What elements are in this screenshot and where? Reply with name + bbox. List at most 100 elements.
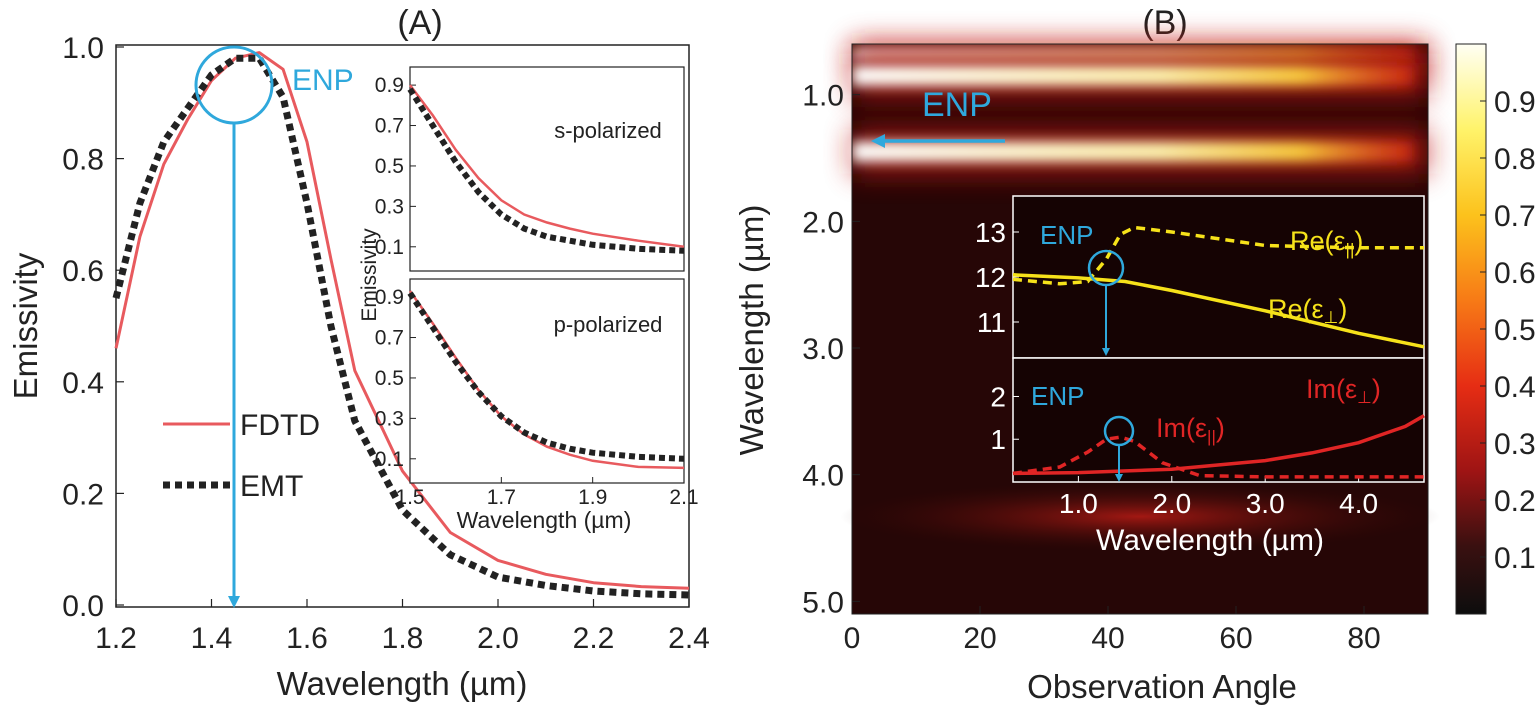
inset-ytick-label: 0.1 (375, 236, 404, 259)
a-xtick-label: 1.6 (286, 622, 328, 655)
eps-im-ytick-label: 2 (990, 381, 1006, 412)
eps-inset-frame-bottom (1012, 357, 1425, 483)
inset-ytick-label: 0.7 (375, 115, 404, 138)
eps-real-plot: 13 12 11 (975, 217, 1425, 349)
heatmap-band (852, 65, 1412, 86)
a-xtick-label: 2.4 (668, 622, 710, 655)
b-ytick-label: 3.0 (802, 333, 844, 366)
panel-a-series (112, 51, 690, 599)
b-xtick-label: 60 (1219, 622, 1252, 655)
legend-emt-label: EMT (240, 470, 303, 503)
panel-a-ticks: 1.2 1.4 1.6 1.8 2.0 2.2 2.4 0.0 0.2 0.4 0.6 0.8 1.0 (62, 32, 710, 655)
panel-b-xlabel: Observation Angle (1027, 668, 1297, 705)
inset-ytick-label: 0.5 (375, 155, 404, 178)
eps-xtick-label: 4.0 (1339, 488, 1378, 519)
inset-p-title: p-polarized (554, 312, 663, 337)
inset-s-plot: 0.9 0.7 0.5 0.3 0.1 (375, 74, 685, 259)
eps-im-ytick-label: 1 (990, 424, 1006, 455)
inset-emt-line (407, 87, 685, 254)
eps-re-ytick-label: 11 (977, 307, 1006, 338)
a-xtick-label: 2.0 (477, 622, 519, 655)
emt-series-line (112, 54, 690, 599)
a-ytick-label: 1.0 (62, 32, 104, 65)
a-xtick-label: 1.8 (382, 622, 424, 655)
re-parallel-line (1012, 225, 1424, 286)
re-perp-line (1012, 273, 1425, 349)
colorbar-tick-label: 0.3 (1494, 428, 1535, 461)
colorbar-tick-label: 0.8 (1494, 143, 1535, 176)
b-xtick-label: 20 (963, 622, 996, 655)
a-xtick-label: 2.2 (573, 622, 615, 655)
heatmap-bands (840, 42, 1440, 552)
im-perp-label: Im(ε⊥) (1306, 374, 1381, 407)
inset-ytick-label: 0.3 (375, 407, 404, 430)
fdtd-series-line (114, 51, 690, 590)
im-parallel-line (1012, 435, 1424, 479)
inset-p-frame (409, 278, 685, 484)
enp-label-b: ENP (922, 86, 992, 124)
b-ytick-label: 4.0 (802, 460, 844, 493)
colorbar-tick-label: 0.2 (1494, 485, 1535, 518)
re-perp-label: Re(ε⊥) (1268, 294, 1347, 327)
panel-a-label: (A) (397, 4, 442, 42)
panel-a-plot: 1.2 1.4 1.6 1.8 2.0 2.2 2.40.00.20.40.60.81.0 … (7, 32, 710, 702)
b-xtick-label: 40 (1091, 622, 1124, 655)
b-ytick-label: 5.0 (802, 586, 844, 619)
inset-ytick-label: 0.9 (375, 286, 404, 309)
b-ytick-label: 1.0 (802, 80, 844, 113)
colorbar-tick-label: 0.5 (1494, 314, 1535, 347)
inset-ytick-label: 0.1 (375, 448, 404, 471)
a-xtick-label: 1.2 (95, 622, 137, 655)
panel-a-ylabel: Emissivity (7, 252, 44, 399)
a-ytick-label: 0.4 (62, 367, 104, 400)
a-ytick-label: 0.8 (62, 144, 104, 177)
eps-xtick-label: 1.0 (1059, 488, 1098, 519)
colorbar-tick-label: 0.6 (1494, 257, 1535, 290)
inset-ytick-label: 0.9 (375, 74, 404, 97)
heatmap-frame (851, 43, 1429, 615)
eps-xlabel: Wavelength (µm) (1096, 524, 1324, 557)
b-xtick-label: 0 (844, 622, 861, 655)
b-ytick-label: 2.0 (802, 206, 844, 239)
b-xtick-label: 80 (1347, 622, 1380, 655)
eps-xtick-label: 3.0 (1246, 488, 1285, 519)
eps-re-ytick-label: 12 (975, 262, 1006, 293)
heatmap-band (840, 481, 1440, 552)
inset-s-title: s-polarized (554, 118, 662, 143)
inset-ytick-label: 0.5 (375, 367, 404, 390)
eps-xtick-label: 2.0 (1152, 488, 1191, 519)
inset-p-plot: 0.9 0.7 0.5 0.3 0.1 1.5 1.7 1.9 2.1 (375, 286, 699, 509)
inset-xlabel: Wavelength (µm) (457, 507, 632, 533)
panel-b-ylabel: Wavelength (µm) (733, 205, 770, 456)
heatmap-band (852, 141, 1412, 162)
inset-ytick-label: 0.3 (375, 195, 404, 218)
inset-fdtd-line (409, 84, 685, 249)
im-parallel-label: Im(ε||) (1156, 413, 1225, 446)
colorbar-tick-label: 0.9 (1494, 86, 1535, 119)
inset-xtick-label: 1.7 (487, 486, 516, 509)
a-xtick-label: 1.4 (191, 622, 233, 655)
panel-b-label: (B) (1142, 4, 1187, 42)
inset-xtick-label: 1.9 (578, 486, 607, 509)
enp-label-im: ENP (1031, 381, 1084, 411)
colorbar-tick-label: 0.4 (1494, 371, 1535, 404)
inset-ytick-label: 0.7 (375, 327, 404, 350)
a-ytick-label: 0.2 (62, 478, 104, 511)
a-ytick-label: 0.0 (62, 590, 104, 623)
a-ytick-label: 0.6 (62, 255, 104, 288)
inset-s-frame (409, 66, 685, 272)
enp-label-a: ENP (292, 64, 354, 97)
enp-label-re: ENP (1040, 220, 1093, 250)
panel-a-xlabel: Wavelength (µm) (277, 665, 528, 702)
panel-b-plot: 0 20 40 60 80 1.0 2.0 3.0 4.0 5.0 Wavelength (µm)… (733, 42, 1535, 705)
colorbar-tick-label: 0.1 (1494, 542, 1535, 575)
colorbar-ticks: 0.9 0.8 0.7 0.6 0.5 0.4 0.3 0.2 0.1 (1480, 86, 1535, 575)
colorbar-tick-label: 0.7 (1494, 200, 1535, 233)
eps-re-ytick-label: 13 (975, 217, 1006, 248)
re-parallel-label: Re(ε||) (1290, 226, 1363, 259)
im-perp-line (1012, 414, 1425, 476)
inset-ylabel: Emissivity (358, 228, 381, 322)
inset-xtick-label: 1.5 (395, 486, 424, 509)
panel-b-ticks: 0 20 40 60 80 1.0 2.0 3.0 4.0 5.0 (802, 80, 1380, 655)
